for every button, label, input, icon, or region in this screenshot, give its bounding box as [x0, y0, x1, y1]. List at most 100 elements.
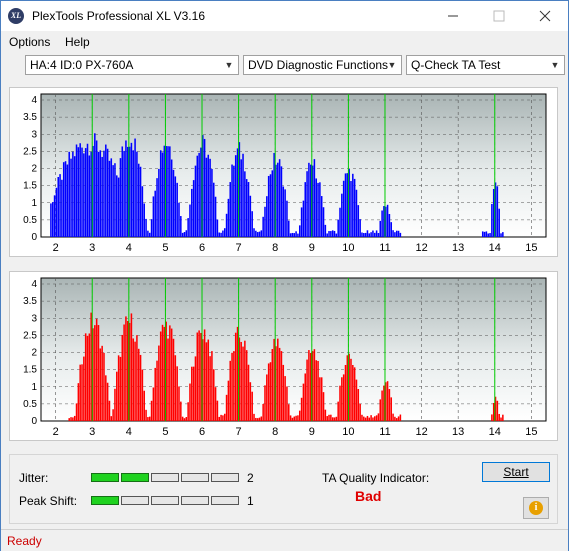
data-bar — [269, 174, 272, 237]
status-text: Ready — [7, 534, 42, 548]
data-bar — [57, 176, 59, 237]
menu-options[interactable]: Options — [9, 35, 51, 49]
data-bar — [342, 180, 345, 237]
data-bar — [214, 196, 217, 237]
data-bar — [262, 403, 264, 421]
data-bar — [481, 231, 484, 237]
data-bar — [311, 165, 314, 237]
data-bar — [298, 410, 301, 421]
minimize-button[interactable] — [430, 1, 476, 31]
data-bar — [492, 402, 495, 421]
menu-help[interactable]: Help — [65, 35, 90, 49]
test-select-value: Q-Check TA Test — [411, 58, 501, 72]
data-bar — [253, 228, 255, 237]
data-bar — [95, 140, 98, 237]
data-bar — [498, 413, 500, 421]
data-bar — [280, 166, 283, 237]
drive-select[interactable]: HA:4 ID:0 PX-760A ▼ — [25, 55, 239, 75]
data-bar — [352, 364, 354, 421]
data-bar — [159, 331, 162, 421]
data-bar — [167, 146, 169, 237]
drive-select-value: HA:4 ID:0 PX-760A — [30, 58, 134, 72]
y-tick-label: 1.5 — [23, 181, 37, 192]
info-button[interactable]: i — [523, 497, 549, 519]
data-bar — [225, 213, 228, 237]
data-bar — [81, 364, 83, 421]
data-bar — [266, 196, 268, 237]
data-bar — [83, 153, 85, 237]
peak-shift-segment — [181, 496, 209, 505]
data-bar — [145, 409, 147, 421]
maximize-button[interactable] — [476, 1, 522, 31]
data-bar — [331, 230, 334, 237]
data-bar — [216, 219, 219, 237]
data-bar — [86, 335, 89, 421]
x-tick-label: 6 — [199, 242, 205, 254]
data-bar — [61, 179, 63, 237]
data-bar — [233, 351, 235, 421]
data-bar — [266, 374, 268, 421]
data-bar — [225, 394, 228, 421]
data-bar — [288, 220, 290, 237]
data-bar — [84, 148, 87, 237]
x-tick-label: 8 — [272, 426, 278, 438]
data-bar — [379, 399, 382, 421]
minimize-icon — [448, 15, 458, 17]
start-button[interactable]: Start — [482, 462, 550, 482]
data-bar — [304, 373, 307, 421]
data-bar — [319, 377, 321, 421]
data-bar — [231, 352, 233, 421]
data-bar — [90, 151, 92, 237]
close-button[interactable] — [522, 1, 568, 31]
data-bar — [161, 324, 164, 421]
data-bar — [342, 374, 345, 421]
data-bar — [207, 339, 210, 421]
y-tick-label: 0 — [31, 232, 37, 243]
function-select[interactable]: DVD Diagnostic Functions ▼ — [243, 55, 402, 75]
data-bar — [374, 232, 376, 237]
data-bar — [339, 385, 341, 421]
data-bar — [194, 165, 197, 237]
data-bar — [306, 171, 308, 237]
data-bar — [88, 155, 91, 237]
data-bar — [399, 414, 402, 421]
data-bar — [116, 175, 118, 237]
data-bar — [68, 418, 70, 421]
data-bar — [101, 156, 103, 237]
data-bar — [86, 143, 89, 237]
data-bar — [117, 355, 120, 421]
data-bar — [293, 233, 296, 237]
data-bar — [114, 163, 116, 237]
data-bar — [256, 232, 259, 237]
data-bar — [121, 146, 124, 237]
data-bar — [152, 387, 155, 421]
data-bar — [223, 228, 226, 237]
data-bar — [117, 177, 120, 237]
start-button-label: Start — [503, 465, 529, 479]
data-bar — [114, 388, 116, 421]
y-tick-label: 0.5 — [23, 215, 37, 226]
data-bar — [238, 142, 241, 237]
data-bars — [68, 312, 504, 421]
data-bar — [202, 135, 204, 237]
data-bar — [75, 144, 78, 237]
data-bar — [132, 150, 135, 237]
x-tick-label: 10 — [342, 426, 354, 438]
data-bar — [176, 182, 178, 237]
test-select[interactable]: Q-Check TA Test ▼ — [406, 55, 565, 75]
x-tick-label: 13 — [452, 242, 464, 254]
data-bar — [143, 203, 145, 237]
data-bar — [209, 158, 211, 237]
data-bar — [502, 414, 504, 421]
data-bar — [375, 415, 378, 421]
data-bar — [309, 352, 312, 421]
data-bar — [341, 377, 343, 421]
data-bar — [159, 150, 162, 237]
data-bar — [227, 380, 230, 421]
data-bar — [185, 230, 188, 237]
data-bar — [238, 337, 241, 421]
data-bar — [154, 367, 156, 421]
peak-shift-chart-panel: 0 0.5 1 1.5 2 2.5 3 3.5 4 2 3 4 5 6 7 8 9 10 11 12 13 14 15 — [9, 271, 558, 441]
data-bar — [284, 189, 286, 237]
data-bar — [136, 335, 138, 421]
